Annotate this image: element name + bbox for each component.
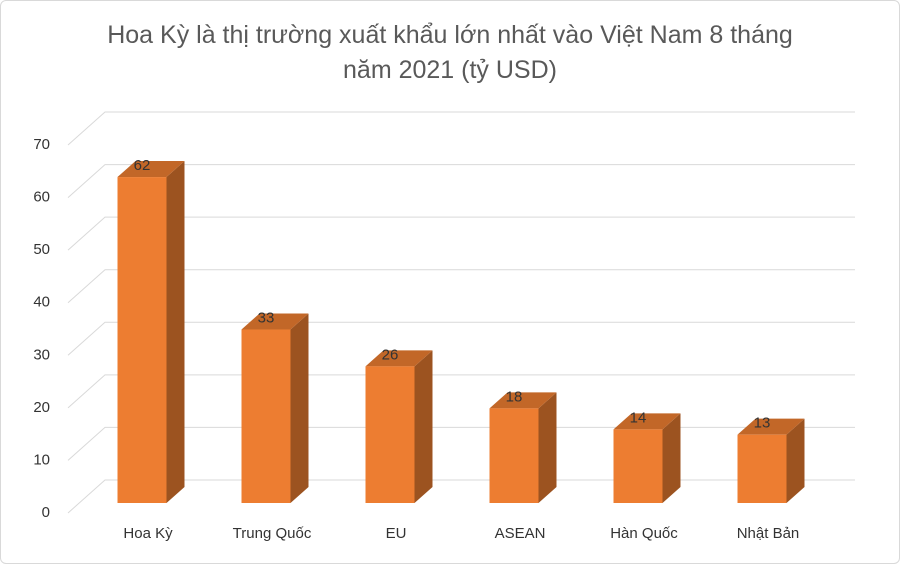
bar-front: [613, 429, 663, 503]
grid-line: [67, 216, 855, 251]
bar: [737, 418, 805, 503]
y-tick-label: 70: [33, 136, 50, 153]
bar: [365, 350, 433, 503]
x-tick-label: Hoa Kỳ: [123, 525, 173, 542]
x-tick-label: Nhật Bản: [737, 525, 800, 542]
bar: [117, 161, 185, 504]
y-tick-label: 10: [33, 451, 50, 468]
bar-side: [290, 313, 309, 503]
value-label: 14: [630, 409, 647, 426]
y-tick-label: 60: [33, 189, 50, 206]
bar-side: [538, 392, 557, 503]
grid-line: [67, 111, 855, 146]
grid-line: [67, 321, 855, 356]
value-label: 13: [754, 415, 771, 432]
grid-line: [67, 269, 855, 304]
y-tick-label: 0: [42, 504, 50, 521]
bar-front: [489, 408, 539, 503]
bar-front: [365, 366, 415, 503]
x-tick-label: Trung Quốc: [233, 525, 312, 542]
bar-top: [365, 350, 433, 367]
bar-front: [117, 177, 167, 504]
bar-top: [489, 392, 557, 409]
bar: [489, 392, 557, 503]
bar-side: [662, 413, 681, 503]
value-label: 18: [506, 388, 523, 405]
grid-line: [67, 164, 855, 198]
bar: [613, 413, 681, 503]
y-tick-label: 40: [33, 294, 50, 311]
x-tick-label: Hàn Quốc: [610, 525, 678, 542]
bar-front: [737, 434, 787, 503]
bar-side: [414, 350, 433, 503]
bar-side: [166, 161, 185, 504]
grid-line: [67, 426, 855, 461]
grid-line: [67, 479, 855, 514]
bar-top: [241, 313, 309, 330]
x-tick-label: EU: [386, 525, 407, 542]
x-tick-label: ASEAN: [495, 525, 546, 542]
value-label: 26: [382, 346, 399, 363]
y-tick-label: 50: [33, 241, 50, 258]
y-tick-label: 30: [33, 346, 50, 363]
value-label: 62: [134, 157, 151, 174]
bar-front: [241, 329, 291, 503]
bar-top: [117, 161, 185, 178]
y-tick-label: 20: [33, 399, 50, 416]
bar: [241, 313, 309, 503]
bar-top: [613, 413, 681, 430]
bar-top: [737, 418, 805, 435]
grid-line: [67, 374, 855, 409]
value-label: 33: [258, 309, 275, 326]
chart-title: Hoa Kỳ là thị trường xuất khẩu lớn nhất …: [107, 21, 793, 84]
bar-side: [786, 418, 805, 503]
